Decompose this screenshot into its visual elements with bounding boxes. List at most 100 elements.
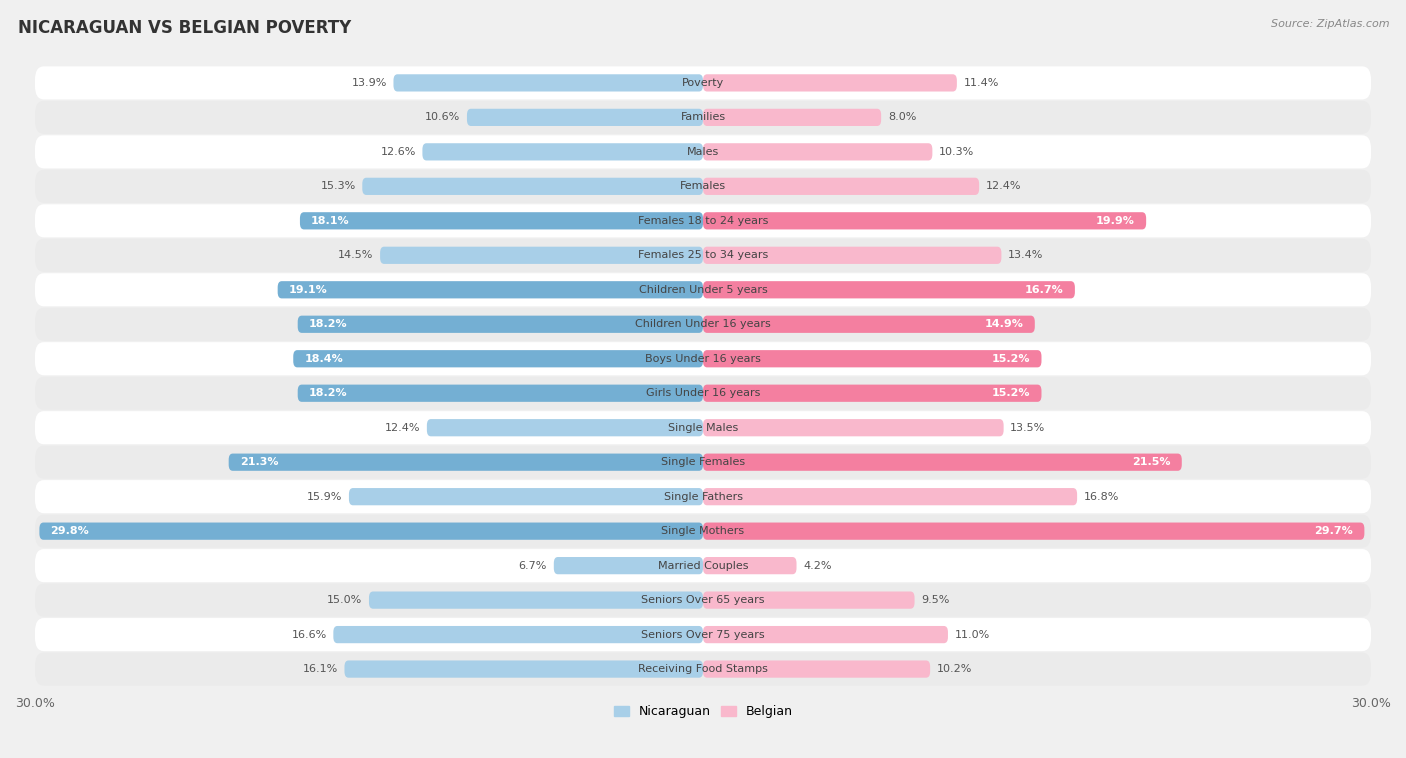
FancyBboxPatch shape bbox=[703, 143, 932, 161]
Text: 10.6%: 10.6% bbox=[425, 112, 460, 122]
Text: Married Couples: Married Couples bbox=[658, 561, 748, 571]
Text: 18.2%: 18.2% bbox=[309, 388, 347, 398]
FancyBboxPatch shape bbox=[703, 453, 1182, 471]
FancyBboxPatch shape bbox=[35, 584, 1371, 617]
Text: 14.9%: 14.9% bbox=[984, 319, 1024, 329]
FancyBboxPatch shape bbox=[703, 315, 1035, 333]
Text: Poverty: Poverty bbox=[682, 78, 724, 88]
Text: Families: Families bbox=[681, 112, 725, 122]
Text: 13.4%: 13.4% bbox=[1008, 250, 1043, 260]
Text: NICARAGUAN VS BELGIAN POVERTY: NICARAGUAN VS BELGIAN POVERTY bbox=[18, 19, 352, 37]
FancyBboxPatch shape bbox=[554, 557, 703, 575]
FancyBboxPatch shape bbox=[344, 660, 703, 678]
Text: 16.7%: 16.7% bbox=[1025, 285, 1064, 295]
Text: Males: Males bbox=[688, 147, 718, 157]
Text: 9.5%: 9.5% bbox=[921, 595, 949, 605]
Text: 18.4%: 18.4% bbox=[304, 354, 343, 364]
FancyBboxPatch shape bbox=[703, 212, 1146, 230]
Text: 18.2%: 18.2% bbox=[309, 319, 347, 329]
Text: 11.4%: 11.4% bbox=[963, 78, 998, 88]
FancyBboxPatch shape bbox=[35, 549, 1371, 582]
FancyBboxPatch shape bbox=[298, 315, 703, 333]
Text: 19.1%: 19.1% bbox=[288, 285, 328, 295]
Text: 4.2%: 4.2% bbox=[803, 561, 832, 571]
FancyBboxPatch shape bbox=[703, 74, 957, 92]
FancyBboxPatch shape bbox=[427, 419, 703, 437]
Text: 6.7%: 6.7% bbox=[519, 561, 547, 571]
FancyBboxPatch shape bbox=[703, 108, 882, 126]
Text: Females 18 to 24 years: Females 18 to 24 years bbox=[638, 216, 768, 226]
FancyBboxPatch shape bbox=[277, 281, 703, 299]
Text: 15.0%: 15.0% bbox=[328, 595, 363, 605]
FancyBboxPatch shape bbox=[703, 177, 979, 195]
FancyBboxPatch shape bbox=[363, 177, 703, 195]
FancyBboxPatch shape bbox=[35, 170, 1371, 203]
FancyBboxPatch shape bbox=[35, 204, 1371, 237]
FancyBboxPatch shape bbox=[703, 488, 1077, 506]
Text: 12.4%: 12.4% bbox=[385, 423, 420, 433]
Text: 12.6%: 12.6% bbox=[381, 147, 416, 157]
Text: 10.3%: 10.3% bbox=[939, 147, 974, 157]
Text: Receiving Food Stamps: Receiving Food Stamps bbox=[638, 664, 768, 674]
Text: 21.3%: 21.3% bbox=[240, 457, 278, 467]
Text: 15.2%: 15.2% bbox=[991, 388, 1031, 398]
Text: Females 25 to 34 years: Females 25 to 34 years bbox=[638, 250, 768, 260]
FancyBboxPatch shape bbox=[703, 557, 797, 575]
FancyBboxPatch shape bbox=[467, 108, 703, 126]
Text: 16.6%: 16.6% bbox=[291, 630, 326, 640]
Text: 29.7%: 29.7% bbox=[1315, 526, 1353, 536]
FancyBboxPatch shape bbox=[35, 446, 1371, 479]
Text: 10.2%: 10.2% bbox=[936, 664, 972, 674]
Text: 29.8%: 29.8% bbox=[51, 526, 89, 536]
FancyBboxPatch shape bbox=[39, 522, 703, 540]
FancyBboxPatch shape bbox=[35, 308, 1371, 341]
FancyBboxPatch shape bbox=[35, 273, 1371, 306]
FancyBboxPatch shape bbox=[703, 350, 1042, 368]
Text: Single Males: Single Males bbox=[668, 423, 738, 433]
Text: 13.9%: 13.9% bbox=[352, 78, 387, 88]
FancyBboxPatch shape bbox=[333, 626, 703, 644]
FancyBboxPatch shape bbox=[703, 246, 1001, 264]
FancyBboxPatch shape bbox=[298, 384, 703, 402]
FancyBboxPatch shape bbox=[294, 350, 703, 368]
FancyBboxPatch shape bbox=[703, 281, 1076, 299]
FancyBboxPatch shape bbox=[703, 522, 1364, 540]
Text: Boys Under 16 years: Boys Under 16 years bbox=[645, 354, 761, 364]
Text: 14.5%: 14.5% bbox=[337, 250, 374, 260]
FancyBboxPatch shape bbox=[35, 67, 1371, 99]
Text: Single Females: Single Females bbox=[661, 457, 745, 467]
Text: Single Fathers: Single Fathers bbox=[664, 492, 742, 502]
Text: Girls Under 16 years: Girls Under 16 years bbox=[645, 388, 761, 398]
Text: 18.1%: 18.1% bbox=[311, 216, 350, 226]
FancyBboxPatch shape bbox=[703, 591, 914, 609]
FancyBboxPatch shape bbox=[703, 419, 1004, 437]
FancyBboxPatch shape bbox=[703, 384, 1042, 402]
Legend: Nicaraguan, Belgian: Nicaraguan, Belgian bbox=[609, 700, 797, 723]
Text: 16.1%: 16.1% bbox=[302, 664, 337, 674]
FancyBboxPatch shape bbox=[349, 488, 703, 506]
Text: Females: Females bbox=[681, 181, 725, 191]
Text: 11.0%: 11.0% bbox=[955, 630, 990, 640]
FancyBboxPatch shape bbox=[35, 101, 1371, 134]
FancyBboxPatch shape bbox=[299, 212, 703, 230]
Text: Seniors Over 65 years: Seniors Over 65 years bbox=[641, 595, 765, 605]
FancyBboxPatch shape bbox=[422, 143, 703, 161]
Text: 16.8%: 16.8% bbox=[1084, 492, 1119, 502]
Text: 15.9%: 15.9% bbox=[307, 492, 342, 502]
Text: 21.5%: 21.5% bbox=[1132, 457, 1171, 467]
Text: Children Under 5 years: Children Under 5 years bbox=[638, 285, 768, 295]
FancyBboxPatch shape bbox=[35, 136, 1371, 168]
Text: 12.4%: 12.4% bbox=[986, 181, 1021, 191]
FancyBboxPatch shape bbox=[703, 660, 931, 678]
Text: 15.2%: 15.2% bbox=[991, 354, 1031, 364]
FancyBboxPatch shape bbox=[380, 246, 703, 264]
Text: 8.0%: 8.0% bbox=[887, 112, 917, 122]
FancyBboxPatch shape bbox=[368, 591, 703, 609]
FancyBboxPatch shape bbox=[35, 342, 1371, 375]
Text: Single Mothers: Single Mothers bbox=[661, 526, 745, 536]
FancyBboxPatch shape bbox=[229, 453, 703, 471]
Text: 13.5%: 13.5% bbox=[1011, 423, 1046, 433]
FancyBboxPatch shape bbox=[35, 411, 1371, 444]
FancyBboxPatch shape bbox=[35, 618, 1371, 651]
FancyBboxPatch shape bbox=[35, 480, 1371, 513]
